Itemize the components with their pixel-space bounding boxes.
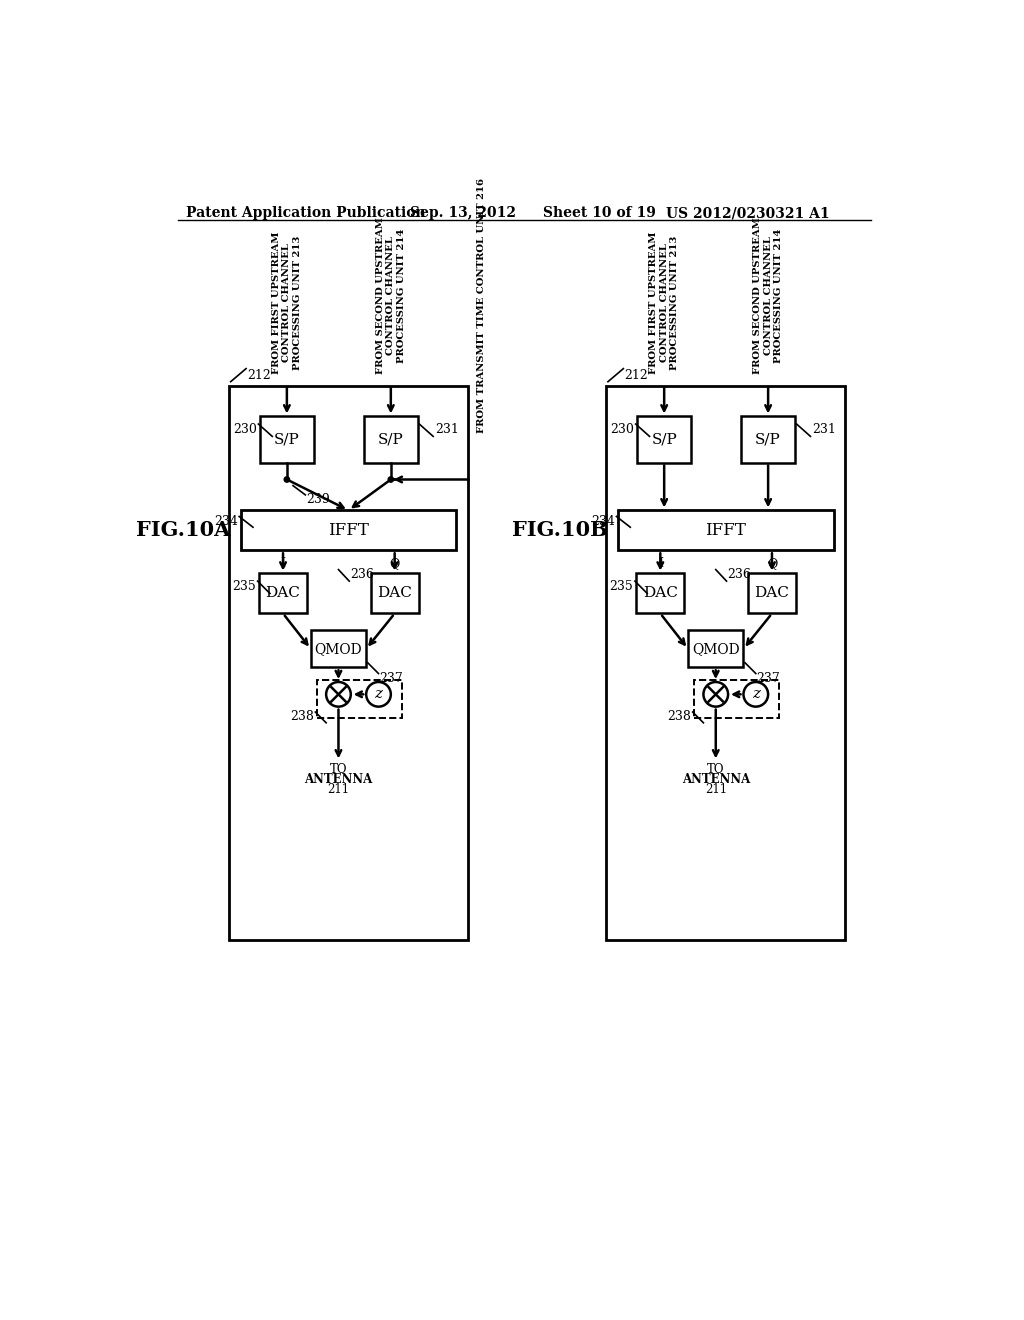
Text: 212: 212: [247, 368, 270, 381]
Bar: [637, 416, 691, 462]
Text: S/P: S/P: [756, 433, 781, 446]
Text: DAC: DAC: [643, 586, 678, 601]
Text: DAC: DAC: [377, 586, 412, 601]
Text: I: I: [657, 557, 663, 570]
Text: DAC: DAC: [755, 586, 790, 601]
Text: 211: 211: [705, 783, 727, 796]
Text: z: z: [375, 688, 383, 701]
Bar: [606, 385, 845, 940]
Text: ANTENNA: ANTENNA: [304, 774, 373, 785]
Text: S/P: S/P: [274, 433, 300, 446]
Text: IFFT: IFFT: [328, 521, 369, 539]
Circle shape: [367, 682, 391, 706]
Text: 237: 237: [379, 672, 403, 685]
Text: Sep. 13, 2012: Sep. 13, 2012: [410, 206, 516, 220]
Text: FROM SECOND UPSTREAM
CONTROL CHANNEL
PROCESSING UNIT 214: FROM SECOND UPSTREAM CONTROL CHANNEL PRO…: [376, 218, 406, 374]
Circle shape: [703, 682, 728, 706]
Text: Q: Q: [767, 557, 777, 570]
Circle shape: [388, 477, 393, 482]
Text: 236: 236: [727, 568, 752, 581]
Bar: [617, 511, 834, 550]
Bar: [241, 511, 457, 550]
Text: IFFT: IFFT: [706, 521, 746, 539]
Circle shape: [743, 682, 768, 706]
Text: 239: 239: [306, 494, 330, 507]
Bar: [316, 680, 401, 718]
Text: FIG.10B: FIG.10B: [512, 520, 608, 540]
Bar: [364, 416, 418, 462]
Text: Sheet 10 of 19: Sheet 10 of 19: [543, 206, 655, 220]
Text: Patent Application Publication: Patent Application Publication: [186, 206, 426, 220]
Text: 231: 231: [435, 422, 459, 436]
Text: 237: 237: [757, 672, 780, 685]
Text: S/P: S/P: [378, 433, 403, 446]
Bar: [259, 573, 307, 614]
Text: US 2012/0230321 A1: US 2012/0230321 A1: [666, 206, 829, 220]
Text: QMOD: QMOD: [692, 642, 739, 656]
Text: 235: 235: [609, 579, 634, 593]
Text: FROM TRANSMIT TIME CONTROL UNIT 216: FROM TRANSMIT TIME CONTROL UNIT 216: [477, 178, 486, 433]
Text: ANTENNA: ANTENNA: [682, 774, 750, 785]
Text: z: z: [752, 688, 760, 701]
Text: S/P: S/P: [651, 433, 677, 446]
Bar: [637, 573, 684, 614]
Text: FROM FIRST UPSTREAM
CONTROL CHANNEL
PROCESSING UNIT 213: FROM FIRST UPSTREAM CONTROL CHANNEL PROC…: [272, 231, 302, 374]
Bar: [694, 680, 779, 718]
Text: 211: 211: [328, 783, 349, 796]
Text: 238: 238: [290, 710, 313, 723]
Text: FROM SECOND UPSTREAM
CONTROL CHANNEL
PROCESSING UNIT 214: FROM SECOND UPSTREAM CONTROL CHANNEL PRO…: [754, 218, 783, 374]
Text: 234: 234: [214, 515, 238, 528]
Text: FIG.10A: FIG.10A: [136, 520, 230, 540]
Text: 238: 238: [668, 710, 691, 723]
Text: 212: 212: [625, 368, 648, 381]
Bar: [371, 573, 419, 614]
Text: TO: TO: [330, 763, 347, 776]
Text: 236: 236: [350, 568, 374, 581]
Text: QMOD: QMOD: [314, 642, 362, 656]
Bar: [229, 385, 468, 940]
Text: 234: 234: [591, 515, 614, 528]
Text: I: I: [281, 557, 286, 570]
Text: Q: Q: [389, 557, 399, 570]
Bar: [310, 631, 367, 668]
Text: 230: 230: [233, 422, 257, 436]
Text: 230: 230: [610, 422, 634, 436]
Bar: [688, 631, 743, 668]
Text: DAC: DAC: [265, 586, 300, 601]
Circle shape: [285, 477, 290, 482]
Text: 231: 231: [812, 422, 836, 436]
Bar: [260, 416, 313, 462]
Bar: [741, 416, 795, 462]
Bar: [749, 573, 796, 614]
Text: TO: TO: [707, 763, 725, 776]
Circle shape: [326, 682, 351, 706]
Text: 235: 235: [232, 579, 256, 593]
Text: FROM FIRST UPSTREAM
CONTROL CHANNEL
PROCESSING UNIT 213: FROM FIRST UPSTREAM CONTROL CHANNEL PROC…: [649, 231, 679, 374]
